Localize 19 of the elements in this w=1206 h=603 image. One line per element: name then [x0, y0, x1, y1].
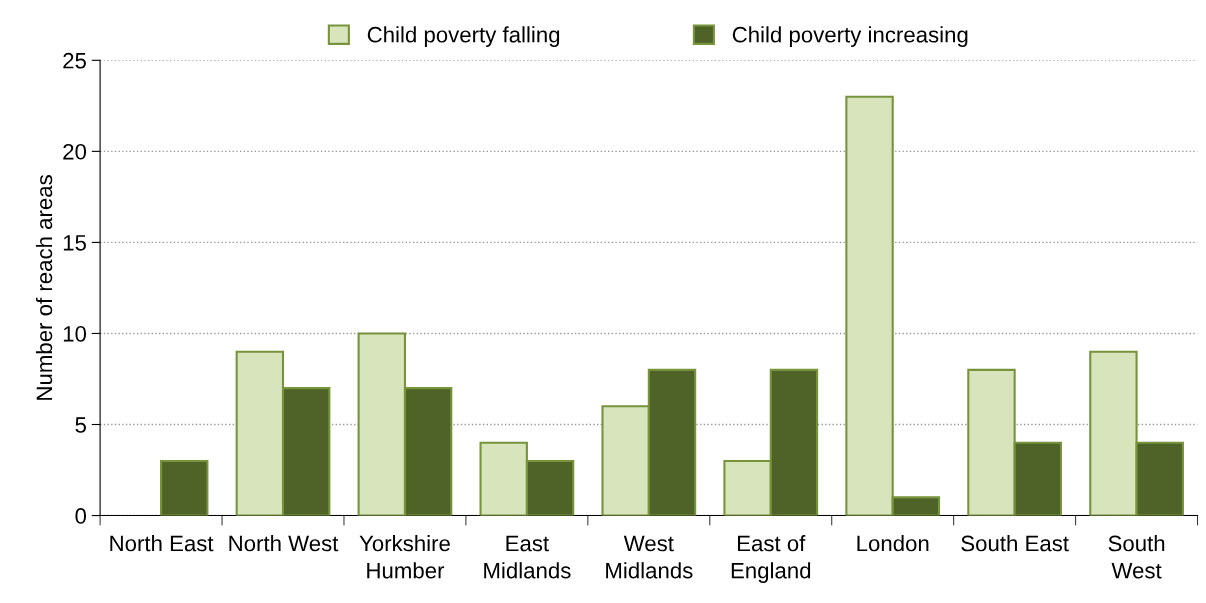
- x-tick-label: South West: [1108, 535, 1165, 579]
- y-tick-label: 15: [63, 235, 86, 251]
- y-tick-label: 5: [75, 417, 86, 433]
- bar: [160, 459, 209, 516]
- x-tick-label: South East: [961, 535, 1069, 552]
- y-axis-title: Number of reach areas: [35, 175, 53, 400]
- y-tick-label: 10: [63, 325, 87, 342]
- y-tick-label: 0: [75, 508, 87, 524]
- legend-label: Child poverty increasing: [732, 26, 968, 47]
- x-tick-label: North West: [229, 535, 339, 552]
- x-tick-label: West Midlands: [606, 535, 693, 579]
- x-tick-label: North East: [110, 535, 214, 552]
- x-tick-label: London: [857, 535, 929, 552]
- legend-label: Child poverty falling: [367, 26, 560, 47]
- x-tick-label: Yorkshire Humber: [359, 535, 450, 579]
- y-tick-label: 20: [63, 143, 87, 160]
- x-tick-label: East of England: [731, 535, 811, 583]
- x-tick-label: East Midlands: [484, 535, 571, 579]
- y-tick-label: 25: [63, 52, 86, 69]
